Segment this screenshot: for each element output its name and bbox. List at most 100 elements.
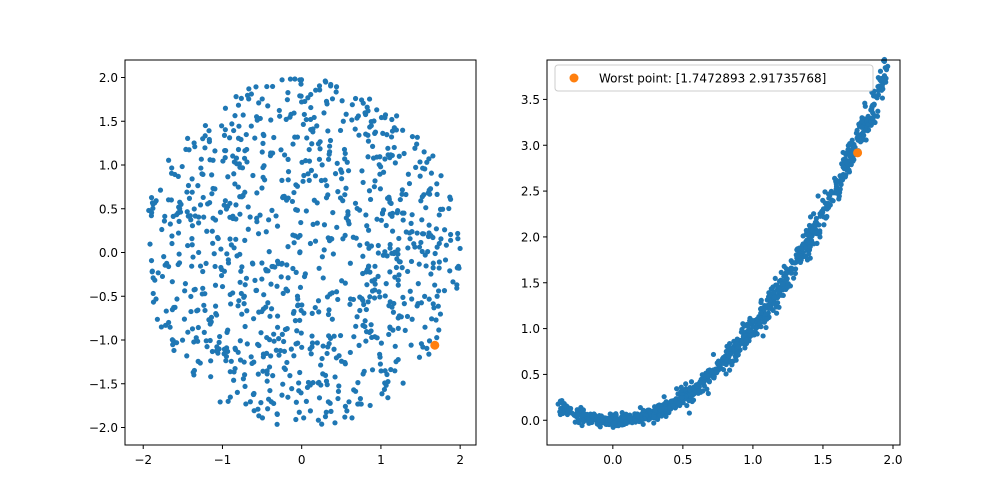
scatter-point (231, 377, 237, 383)
scatter-point (416, 244, 423, 250)
scatter-point (244, 308, 250, 314)
scatter-point (384, 253, 390, 259)
scatter-point (268, 399, 274, 405)
scatter-point (325, 128, 331, 134)
scatter-point (337, 332, 344, 339)
scatter-point (189, 176, 195, 182)
scatter-point (250, 391, 257, 398)
scatter-point (427, 186, 434, 192)
scatter-point (169, 307, 175, 313)
scatter-point (580, 412, 587, 418)
scatter-point (161, 218, 168, 224)
scatter-point (430, 301, 436, 307)
scatter-point (219, 123, 225, 129)
scatter-point (238, 290, 244, 297)
scatter-point (455, 230, 461, 237)
scatter-point (706, 378, 712, 384)
scatter-point (263, 304, 269, 310)
scatter-point (357, 307, 363, 314)
scatter-point (271, 134, 277, 141)
scatter-point (875, 87, 882, 94)
scatter-point (298, 77, 305, 83)
scatter-point (303, 398, 309, 404)
scatter-point (734, 351, 740, 357)
scatter-point (204, 228, 210, 234)
scatter-point (225, 260, 232, 266)
scatter-point (279, 177, 285, 183)
scatter-point (797, 259, 804, 266)
scatter-point (274, 283, 280, 289)
scatter-point (343, 111, 349, 117)
scatter-point (714, 370, 720, 376)
scatter-point (353, 235, 359, 241)
scatter-point (384, 371, 390, 378)
scatter-point (314, 220, 320, 226)
scatter-point (318, 382, 324, 388)
scatter-point (437, 311, 444, 317)
scatter-point (872, 93, 878, 99)
scatter-point (292, 318, 298, 324)
scatter-point (252, 277, 258, 283)
scatter-point (270, 373, 276, 379)
scatter-point (222, 155, 228, 161)
scatter-point (237, 211, 243, 217)
scatter-point (365, 138, 372, 144)
scatter-point (271, 331, 277, 337)
scatter-point (184, 353, 190, 359)
scatter-point (244, 159, 250, 165)
scatter-point (277, 113, 283, 119)
scatter-point (388, 200, 394, 206)
scatter-point (238, 136, 244, 143)
scatter-point (171, 347, 177, 354)
scatter-point (301, 111, 307, 118)
scatter-point (438, 173, 444, 179)
scatter-point (293, 269, 299, 275)
scatter-point (147, 241, 153, 247)
scatter-point (207, 157, 213, 163)
scatter-point (329, 96, 336, 102)
scatter-point (279, 260, 285, 266)
scatter-point (580, 407, 586, 413)
scatter-point (758, 310, 764, 316)
scatter-point (297, 93, 303, 99)
scatter-point (289, 198, 296, 205)
scatter-point (400, 294, 406, 300)
scatter-point (387, 245, 393, 251)
scatter-point (394, 113, 400, 119)
scatter-point (248, 354, 254, 360)
scatter-point (157, 187, 164, 193)
scatter-point (821, 222, 827, 228)
scatter-point (203, 338, 209, 344)
scatter-point (617, 421, 623, 427)
scatter-point (324, 101, 330, 107)
scatter-point (347, 301, 353, 307)
scatter-point (836, 196, 842, 202)
scatter-point (369, 143, 376, 149)
scatter-point (426, 338, 433, 344)
scatter-point (148, 195, 155, 201)
scatter-point (298, 330, 304, 336)
scatter-point (308, 104, 314, 111)
scatter-point (266, 249, 272, 255)
scatter-point (259, 96, 265, 102)
scatter-point (320, 343, 326, 349)
scatter-point (333, 84, 340, 90)
scatter-point (228, 358, 234, 364)
scatter-point (202, 145, 208, 151)
scatter-point (334, 224, 340, 230)
scatter-point (218, 246, 224, 252)
scatter-point (215, 350, 221, 356)
scatter-point (293, 341, 299, 347)
scatter-point (822, 189, 828, 195)
scatter-point (252, 135, 258, 141)
scatter-point (175, 173, 181, 180)
y-tick-label: −2.0 (89, 421, 118, 435)
scatter-point (265, 406, 271, 412)
scatter-point (332, 171, 339, 177)
scatter-point (298, 390, 304, 396)
scatter-point (387, 241, 393, 248)
scatter-point (412, 145, 418, 151)
scatter-point (434, 181, 440, 187)
scatter-point (396, 235, 402, 242)
